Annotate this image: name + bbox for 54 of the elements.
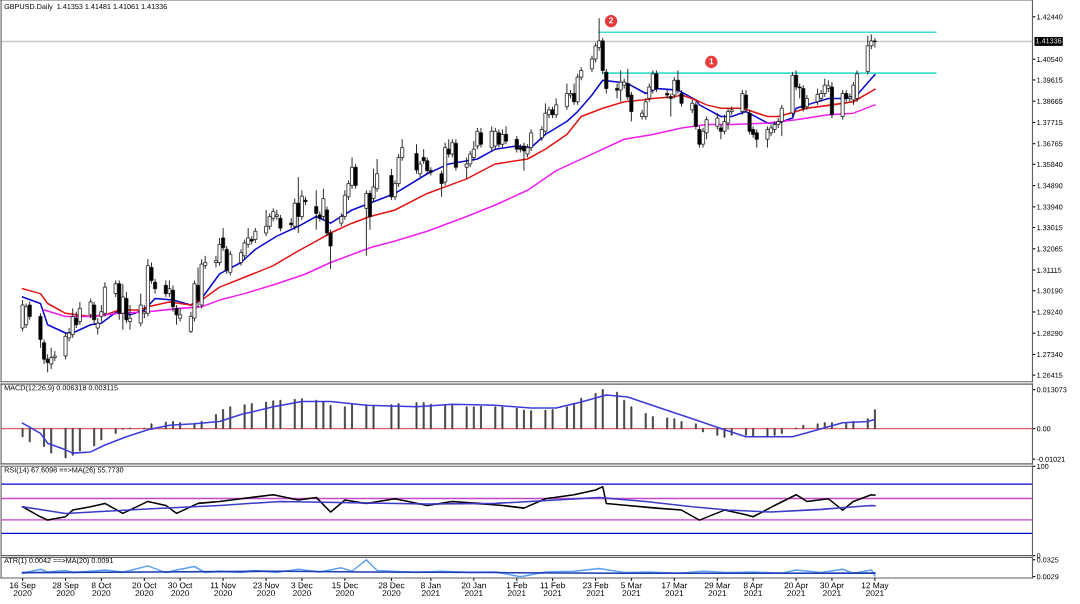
candlestick (801, 84, 806, 113)
candlestick (364, 189, 369, 257)
candlestick (414, 143, 419, 175)
candlestick (500, 129, 505, 149)
x-tick-label: 23 Feb 2021 (583, 582, 609, 597)
candlestick (138, 293, 143, 327)
x-tick-label: 20 Apr 2021 (784, 582, 809, 597)
candlestick (63, 332, 68, 360)
candlestick (453, 138, 458, 172)
x-tick-label: 30 Apr 2021 (820, 582, 844, 597)
x-tick-label: 1 Feb 2021 (506, 582, 528, 597)
x-tick-label: 16 Sep 2020 (10, 582, 36, 597)
candlestick (654, 70, 659, 93)
x-tick-label: 11 Nov 2020 (210, 582, 236, 597)
x-tick-label: 20 Jan 2021 (461, 582, 486, 597)
x-tick-label: 23 Nov 2020 (253, 582, 280, 597)
x-tick-label: 29 Mar 2021 (704, 582, 731, 597)
candlestick (754, 129, 759, 149)
candlestick (747, 109, 752, 135)
annotation: 1 (709, 58, 714, 65)
line-series (21, 496, 876, 515)
candlestick (504, 125, 508, 145)
x-tick-label: 8 Jan 2021 (421, 582, 441, 597)
x-tick-label: 8 Apr 2021 (743, 582, 763, 597)
candlestick (353, 163, 358, 190)
x-tick-label: 28 Dec 2020 (378, 582, 405, 597)
candlestick (740, 89, 745, 116)
candlestick (296, 176, 301, 234)
candlestick (493, 127, 498, 150)
annotation: 2 (608, 17, 614, 24)
x-tick-label: 11 Feb 2021 (540, 582, 565, 597)
x-tick-label: 20 Oct 2020 (132, 582, 157, 597)
x-tick-label: 30 Oct 2020 (168, 582, 193, 597)
candlestick (744, 89, 748, 113)
candlestick (228, 250, 233, 276)
line-series (21, 485, 876, 521)
candlestick (20, 299, 25, 332)
x-tick-label: 28 Sep 2020 (52, 582, 79, 597)
x-tick-label: 5 Mar 2021 (621, 582, 642, 597)
candlestick (489, 125, 494, 152)
x-tick-label: 12 May 2021 (861, 582, 889, 597)
x-tick-label: 8 Oct 2020 (91, 582, 112, 597)
line-series (21, 394, 876, 454)
candlestick (765, 125, 770, 149)
candlestick (178, 307, 183, 322)
x-tick-label: 3 Dec 2020 (291, 582, 313, 597)
candlestick (24, 303, 29, 329)
candlestick (389, 168, 394, 201)
candlestick (77, 301, 82, 326)
x-tick-label: 15 Dec 2020 (332, 582, 358, 597)
x-tick-label: 17 Mar 2021 (662, 582, 688, 597)
candlestick (479, 127, 483, 149)
candlestick (615, 83, 620, 99)
candlestick (872, 37, 877, 49)
